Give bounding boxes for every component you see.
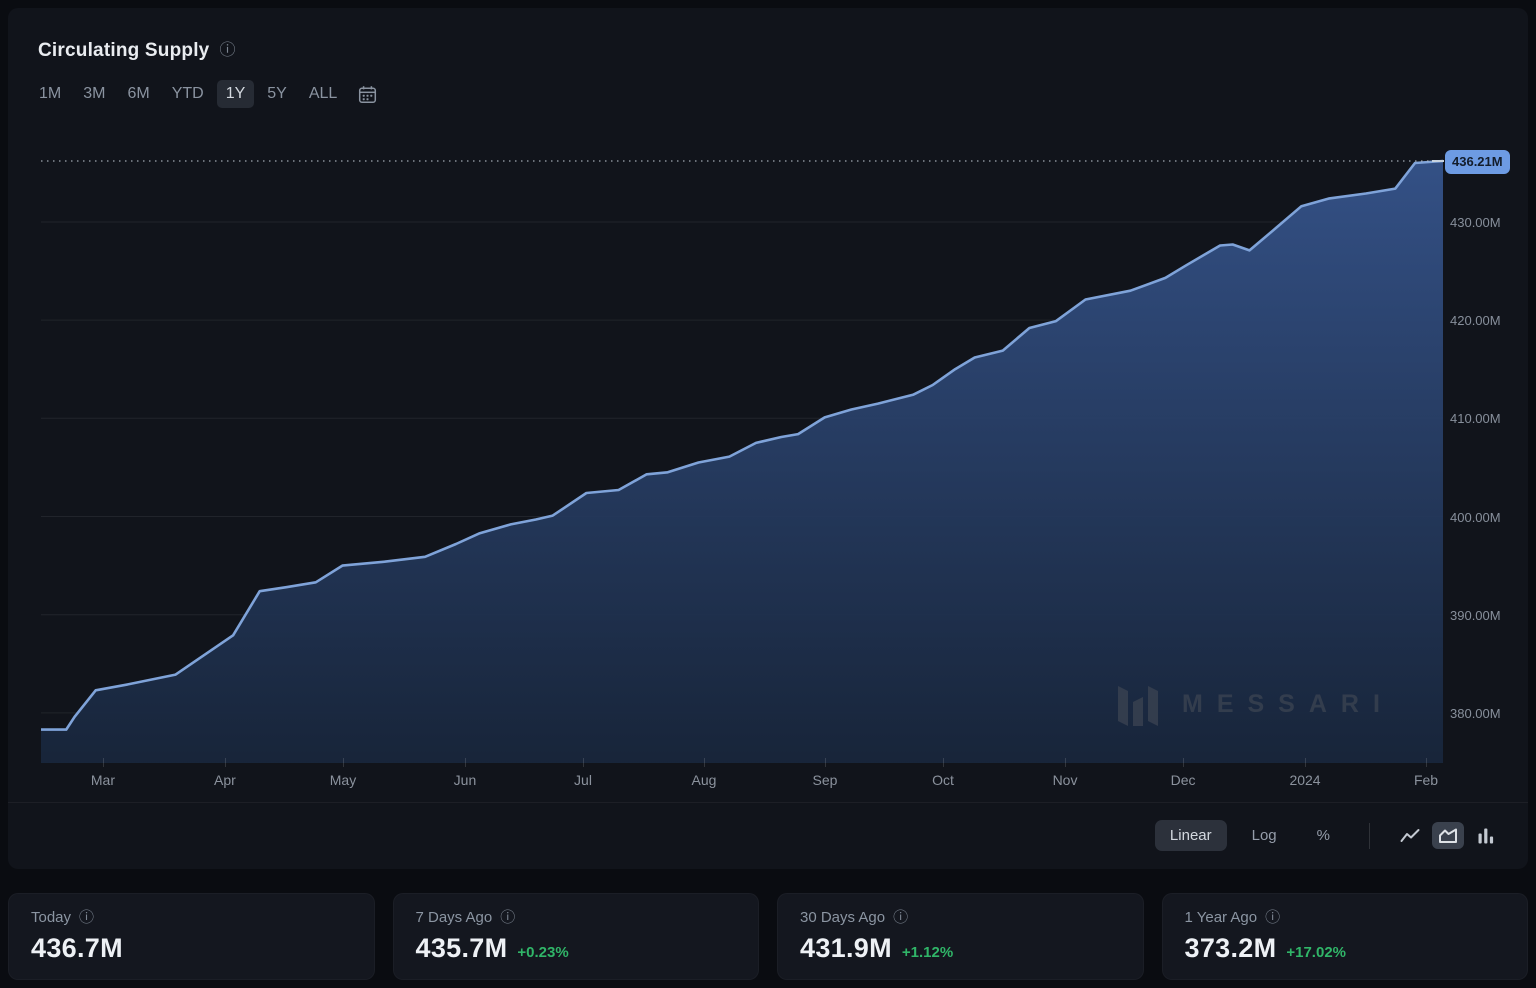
stat-change: +1.12% xyxy=(901,944,954,961)
stat-label: 1 Year Ago xyxy=(1184,909,1258,926)
controls-separator xyxy=(1369,822,1370,849)
current-value-tick xyxy=(1432,160,1444,162)
stat-value: 436.7M xyxy=(31,933,123,963)
x-axis-tick xyxy=(943,758,945,767)
stat-value: 373.2M xyxy=(1184,933,1277,963)
range-buttons: 1M 3M 6M YTD 1Y 5Y ALL xyxy=(30,80,346,108)
page-title-row: Circulating Supply ⓘ xyxy=(38,40,235,62)
x-axis-tick xyxy=(342,758,344,767)
range-button-6m[interactable]: 6M xyxy=(118,80,158,108)
stats-row: Today ⓘ 436.7M 7 Days Ago ⓘ 435.7M +0.23% 30 Da… xyxy=(0,893,1536,980)
x-axis-label: Jun xyxy=(453,772,477,788)
x-axis-tick xyxy=(1305,758,1307,767)
page-title: Circulating Supply xyxy=(38,40,210,61)
stat-change: +0.23% xyxy=(517,944,569,961)
calendar-icon xyxy=(358,85,377,104)
stat-value: 431.9M xyxy=(800,933,892,963)
scale-buttons: Linear Log% xyxy=(1145,820,1345,851)
range-button-5y[interactable]: 5Y xyxy=(258,80,296,108)
y-axis-label: 410.00M xyxy=(1450,411,1501,427)
supply-area-chart[interactable] xyxy=(41,138,1443,763)
bar-chart-type-button[interactable] xyxy=(1470,822,1502,849)
plot-area[interactable] xyxy=(41,138,1443,763)
controls-row: Linear Log% xyxy=(1145,820,1502,851)
stat-label: 30 Days Ago xyxy=(800,909,886,926)
x-axis-label: May xyxy=(329,772,357,788)
y-axis-label: 400.00M xyxy=(1450,509,1501,525)
range-row: 1M 3M 6M YTD 1Y 5Y ALL xyxy=(30,80,385,108)
messari-wordmark: MESSARI xyxy=(1182,689,1394,718)
bar-chart-icon xyxy=(1477,827,1495,844)
info-icon[interactable]: ⓘ xyxy=(1265,909,1281,926)
x-axis-label: Feb xyxy=(1413,772,1439,788)
stat-value: 435.7M xyxy=(415,933,508,963)
x-axis-tick xyxy=(224,758,226,767)
info-icon[interactable]: ⓘ xyxy=(893,909,909,926)
y-axis-label: 420.00M xyxy=(1450,313,1501,329)
current-value-badge: 436.21M xyxy=(1445,150,1510,174)
range-button-ytd[interactable]: YTD xyxy=(163,80,213,108)
x-axis-label: Sep xyxy=(812,772,838,788)
line-chart-icon xyxy=(1400,828,1420,844)
x-axis-label: Mar xyxy=(90,772,116,788)
stat-label: 7 Days Ago xyxy=(415,909,493,926)
x-axis-label: Jul xyxy=(574,772,592,788)
x-axis-tick xyxy=(704,758,705,767)
area-chart-icon xyxy=(1438,827,1458,844)
x-axis-tick xyxy=(464,758,466,767)
watermark: MESSARI xyxy=(1116,682,1394,726)
x-axis-tick xyxy=(583,758,584,767)
x-axis-tick xyxy=(1183,758,1185,767)
x-axis-label: Apr xyxy=(214,772,236,788)
info-icon[interactable]: ⓘ xyxy=(219,42,236,59)
stat-card-30-days-ago: 30 Days Ago ⓘ 431.9M +1.12% xyxy=(777,893,1144,980)
messari-logo-icon xyxy=(1116,682,1162,726)
info-icon[interactable]: ⓘ xyxy=(79,909,95,926)
scale-button-log[interactable]: Log xyxy=(1237,820,1292,851)
y-axis-label: 430.00M xyxy=(1450,214,1501,230)
x-axis-tick xyxy=(102,758,104,767)
x-axis-label: Nov xyxy=(1052,772,1078,788)
x-axis-label: Aug xyxy=(691,772,717,788)
area-chart-type-button[interactable] xyxy=(1432,822,1464,849)
info-icon[interactable]: ⓘ xyxy=(500,909,516,926)
x-axis-tick xyxy=(1065,758,1067,767)
controls-divider xyxy=(8,802,1528,803)
chart-card: Circulating Supply ⓘ 1M 3M 6M YTD 1Y 5Y ALL xyxy=(8,8,1528,869)
x-axis-label: 2024 xyxy=(1289,772,1321,788)
stat-card-1-year-ago: 1 Year Ago ⓘ 373.2M +17.02% xyxy=(1161,893,1528,980)
range-button-1y[interactable]: 1Y xyxy=(216,80,255,108)
range-button-all[interactable]: ALL xyxy=(300,80,346,108)
scale-button-percent[interactable]: % xyxy=(1302,820,1345,851)
x-axis-tick xyxy=(824,758,826,767)
line-chart-type-button[interactable] xyxy=(1394,822,1426,849)
stat-card-today: Today ⓘ 436.7M xyxy=(8,893,375,980)
stat-card-7-days-ago: 7 Days Ago ⓘ 435.7M +0.23% xyxy=(392,893,759,980)
calendar-button[interactable] xyxy=(350,81,385,108)
x-axis-label: Oct xyxy=(932,772,954,788)
scale-button-linear[interactable]: Linear xyxy=(1154,820,1227,851)
range-button-1m[interactable]: 1M xyxy=(30,80,70,108)
stat-label: Today xyxy=(31,909,72,926)
x-axis-tick xyxy=(1426,758,1428,767)
range-button-3m[interactable]: 3M xyxy=(74,80,114,108)
y-axis-label: 380.00M xyxy=(1450,705,1501,721)
stat-change: +17.02% xyxy=(1286,944,1346,961)
x-axis-label: Dec xyxy=(1170,772,1196,788)
y-axis-label: 390.00M xyxy=(1450,607,1501,623)
